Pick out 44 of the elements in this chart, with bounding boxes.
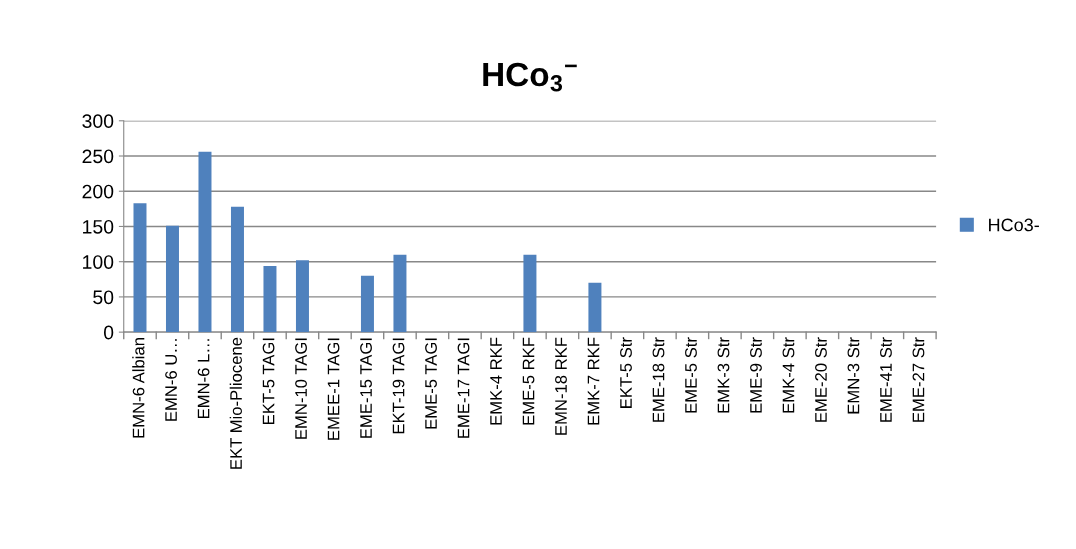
bar [588, 282, 602, 333]
x-tick-label: EMN-6 L… [197, 339, 210, 419]
y-tick-label: 300 [82, 114, 114, 129]
x-tick-label: EME-9 Str [750, 337, 762, 413]
x-tick-label: EKT-5 TAGI [262, 338, 275, 424]
x-tick-label: EMK-4 RKF [490, 337, 502, 425]
y-tick-label: 200 [82, 184, 114, 199]
x-tick-label: EMK-7 RKF [587, 337, 600, 425]
chart-title: HCo$_{3}$$^{−}$ [483, 62, 577, 92]
y-tick-label: 150 [83, 219, 114, 234]
x-tick-label: EME-18 Str [652, 337, 665, 422]
x-tick-label: EMN-3 Str [847, 337, 860, 414]
bar [360, 275, 374, 333]
bar [295, 260, 309, 333]
x-tick-label: EKT Mio-Pliocene [229, 337, 242, 469]
bar [523, 254, 537, 333]
legend-label: HCo3- [989, 218, 1039, 232]
x-tick-label: EKT-19 TAGI [392, 338, 405, 434]
bar [230, 206, 244, 333]
y-tick-label: 0 [103, 325, 114, 340]
x-tick-label: EMN-10 TAGI [295, 338, 307, 439]
x-tick-label: EME-41 Str [880, 337, 892, 422]
x-tick-label: EME-5 Str [685, 337, 697, 413]
bar [393, 254, 407, 333]
bar [198, 151, 212, 333]
x-tick-label: EMN-6 U… [165, 339, 177, 421]
x-tick-label: EME-20 Str [815, 337, 827, 422]
x-tick-label: EMN-6 Albian [132, 338, 145, 438]
bar [133, 203, 147, 333]
x-tick-label: EME-5 TAGI [425, 338, 437, 429]
bar [263, 265, 277, 333]
x-tick-label: EMK-4 Str [782, 337, 795, 413]
y-tick-label: 50 [93, 290, 114, 305]
x-tick-label: EMEE-1 TAGI [327, 338, 340, 440]
x-tick-label: EME-17 TAGI [457, 338, 470, 438]
x-tick-label: EMN-18 RKF [555, 337, 567, 435]
x-tick-label: EMK-3 Str [717, 337, 730, 413]
x-tick-label: EME-27 Str [912, 337, 925, 422]
y-tick-label: 100 [83, 255, 114, 269]
x-tick-label: EKT-5 Str [620, 337, 632, 408]
bar [165, 225, 179, 333]
x-tick-label: EME-15 TAGI [360, 338, 372, 438]
y-tick-label: 250 [82, 149, 114, 164]
x-tick-label: EME-5 RKF [522, 337, 535, 425]
